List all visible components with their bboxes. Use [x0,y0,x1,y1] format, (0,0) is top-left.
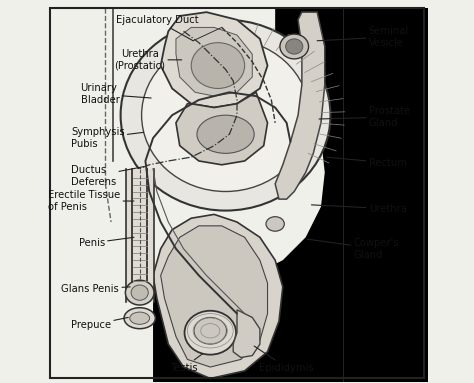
Text: Prostate
Gland: Prostate Gland [319,106,410,128]
Text: Ejaculatory Duct: Ejaculatory Duct [116,15,198,41]
Ellipse shape [266,217,284,231]
Text: Epididymis: Epididymis [254,346,314,373]
Polygon shape [233,310,260,357]
Text: Symphysis
Pubis: Symphysis Pubis [71,127,144,149]
Polygon shape [176,92,267,165]
Polygon shape [344,8,428,382]
Ellipse shape [184,311,236,355]
Ellipse shape [126,280,154,305]
Text: Prepuce: Prepuce [71,318,128,330]
Ellipse shape [194,318,227,344]
Polygon shape [176,28,252,96]
Ellipse shape [120,20,330,211]
Text: Urethra: Urethra [311,204,407,214]
Bar [126,169,154,302]
Ellipse shape [124,308,155,329]
Ellipse shape [142,39,310,192]
Polygon shape [153,214,283,378]
Text: Glans Penis: Glans Penis [62,284,130,294]
Text: Urinary
Bladder: Urinary Bladder [81,83,151,105]
Ellipse shape [286,39,303,54]
Ellipse shape [191,43,245,88]
Text: Erectile Tissue
of Penis: Erectile Tissue of Penis [48,190,134,212]
Text: Urethra
(Prostatic): Urethra (Prostatic) [114,49,182,70]
Ellipse shape [131,285,148,300]
Text: Testis: Testis [170,354,203,373]
Text: Ductus
Deferens: Ductus Deferens [71,165,144,187]
Ellipse shape [280,34,309,59]
Ellipse shape [197,115,254,153]
Polygon shape [161,226,267,367]
Polygon shape [275,12,325,199]
Text: Seminal
Vesicle: Seminal Vesicle [317,26,409,48]
Polygon shape [153,8,344,382]
Polygon shape [161,12,267,108]
Ellipse shape [130,312,150,324]
Text: Rectum: Rectum [327,157,407,168]
Text: Cowper's
Gland: Cowper's Gland [308,238,399,260]
Polygon shape [100,8,352,283]
Text: Penis: Penis [79,237,134,248]
